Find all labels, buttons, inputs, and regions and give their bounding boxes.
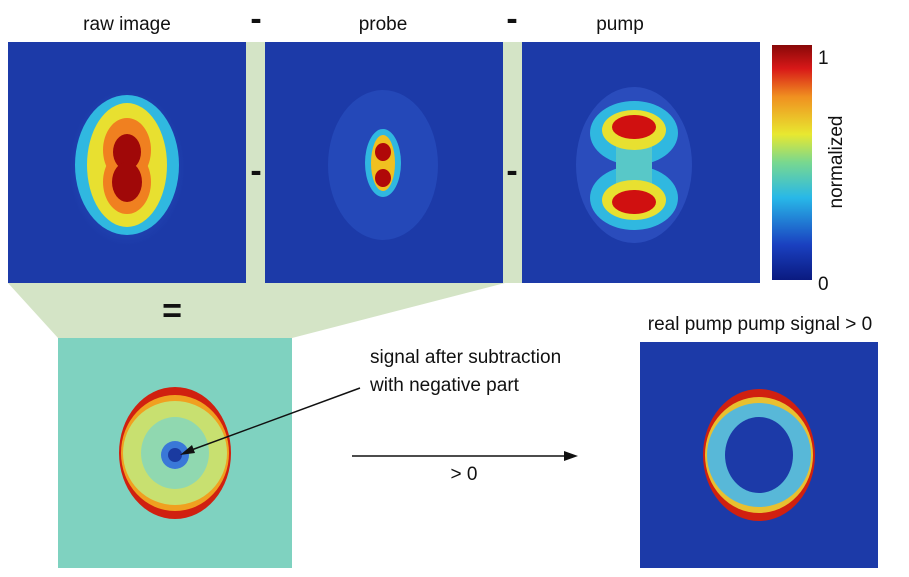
pump-label: pump <box>596 14 644 35</box>
colorbar-label: normalized <box>826 116 847 209</box>
pump-image <box>522 42 760 283</box>
minus: - <box>506 152 517 190</box>
colorbar <box>772 45 812 280</box>
colorbar-min: 0 <box>818 274 829 295</box>
annotation: with negative part <box>369 375 520 396</box>
minus: - <box>506 0 517 38</box>
probe-image <box>265 42 503 283</box>
raw-image <box>8 42 246 283</box>
raw-label: raw image <box>83 14 171 35</box>
difference-image <box>58 338 292 568</box>
arrow-label: > 0 <box>451 464 478 485</box>
arrowhead <box>564 451 578 461</box>
arrowhead <box>180 445 195 455</box>
minus: - <box>250 152 261 190</box>
minus: - <box>250 0 261 38</box>
equals: = <box>162 292 182 330</box>
colorbar-max: 1 <box>818 48 829 69</box>
result-image <box>640 342 878 568</box>
probe-label: probe <box>359 14 408 35</box>
result-title: real pump pump signal > 0 <box>648 314 872 335</box>
annotation: signal after subtraction <box>370 347 561 368</box>
annotation-arrow <box>185 387 361 453</box>
connector <box>8 283 505 338</box>
